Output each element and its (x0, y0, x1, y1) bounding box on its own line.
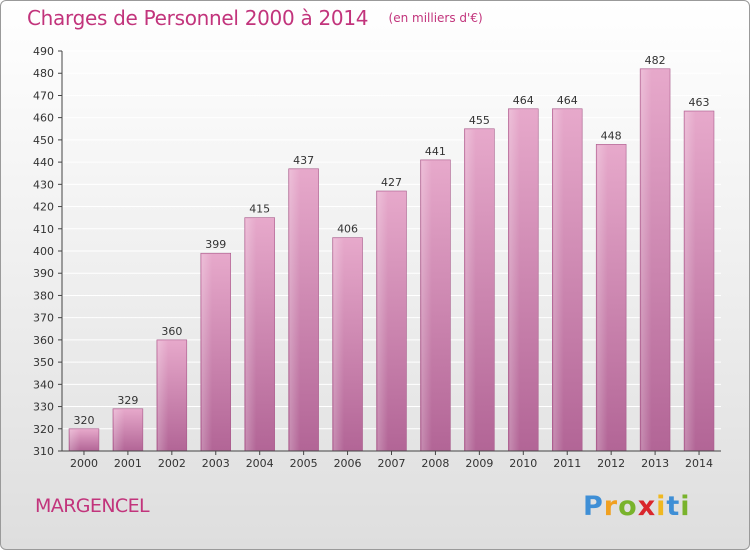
logo-letter: i (656, 491, 667, 522)
y-tick-label: 430 (33, 178, 54, 191)
y-tick-label: 410 (33, 223, 54, 236)
bar-value-label: 399 (205, 238, 226, 251)
bar-highlight (465, 129, 476, 451)
bar-value-label: 329 (117, 394, 138, 407)
x-tick-label: 2000 (70, 457, 98, 470)
bar-highlight (597, 145, 608, 452)
bar-highlight (70, 429, 81, 451)
y-tick-label: 310 (33, 445, 54, 458)
x-tick-label: 2009 (465, 457, 493, 470)
chart-subtitle: (en milliers d'€) (388, 11, 483, 25)
proxiti-logo[interactable]: Proxiti (583, 491, 691, 522)
y-tick-label: 330 (33, 401, 54, 414)
bar-value-label: 320 (73, 414, 94, 427)
bar-highlight (201, 254, 213, 451)
x-tick-label: 2005 (290, 457, 318, 470)
bar-value-label: 464 (513, 94, 534, 107)
bar-value-label: 427 (381, 176, 402, 189)
bars (68, 68, 715, 452)
y-tick-label: 480 (33, 67, 54, 80)
y-tick-label: 380 (33, 289, 54, 302)
y-tick-label: 440 (33, 156, 54, 169)
bar-highlight (113, 409, 125, 451)
x-tick-label: 2010 (509, 457, 537, 470)
bar-value-label: 406 (337, 223, 358, 236)
x-tick-label: 2012 (597, 457, 625, 470)
labels: 310 320 330 340 350 360 370 380 390 400 410 420 430 4… (33, 45, 713, 470)
bar-value-label: 415 (249, 203, 270, 216)
chart-title-text: Charges de Personnel 2000 à 2014 (27, 6, 369, 30)
commune-name: MARGENCEL (35, 495, 150, 517)
axes (58, 50, 721, 455)
bar-highlight (245, 218, 257, 451)
y-tick-label: 420 (33, 201, 54, 214)
y-tick-label: 320 (33, 423, 54, 436)
bar-value-label: 441 (425, 145, 446, 158)
bar-value-label: 448 (601, 129, 622, 142)
bar-highlight (157, 340, 169, 451)
y-tick-label: 350 (33, 356, 54, 369)
x-tick-label: 2002 (158, 457, 186, 470)
y-tick-label: 450 (33, 134, 54, 147)
logo-letter: r (603, 491, 619, 522)
logo-letter: t (666, 491, 681, 522)
x-tick-label: 2004 (246, 457, 274, 470)
bar-value-label: 360 (161, 325, 182, 338)
y-tick-label: 460 (33, 112, 54, 125)
y-tick-label: 340 (33, 378, 54, 391)
y-tick-label: 470 (33, 89, 54, 102)
bar-highlight (641, 69, 652, 452)
x-tick-label: 2006 (334, 457, 362, 470)
logo-letter: i (680, 491, 691, 522)
bar-value-label: 482 (645, 54, 666, 67)
chart-title: Charges de Personnel 2000 à 2014 (en mil… (27, 6, 483, 30)
x-tick-label: 2003 (202, 457, 230, 470)
x-tick-label: 2007 (378, 457, 406, 470)
bar-value-label: 455 (469, 114, 490, 127)
y-tick-label: 400 (33, 245, 54, 258)
logo-letter: P (583, 491, 604, 522)
bar-highlight (421, 160, 432, 451)
x-tick-label: 2011 (553, 457, 581, 470)
logo-letter: o (618, 491, 638, 522)
y-tick-label: 370 (33, 312, 54, 325)
x-tick-label: 2014 (685, 457, 713, 470)
bar-highlight (685, 112, 696, 451)
logo-letter: x (637, 491, 657, 522)
bar-highlight (377, 192, 389, 451)
y-tick-label: 390 (33, 267, 54, 280)
bar-highlight (289, 169, 301, 451)
bar-highlight (553, 109, 564, 452)
y-tick-label: 490 (33, 45, 54, 58)
bar-highlight (509, 109, 520, 452)
x-tick-label: 2008 (421, 457, 449, 470)
bar-value-label: 464 (557, 94, 578, 107)
x-tick-label: 2013 (641, 457, 669, 470)
bar-value-label: 463 (689, 96, 710, 109)
bar-value-label: 437 (293, 154, 314, 167)
x-tick-label: 2001 (114, 457, 142, 470)
y-tick-label: 360 (33, 334, 54, 347)
bar-highlight (333, 238, 345, 451)
